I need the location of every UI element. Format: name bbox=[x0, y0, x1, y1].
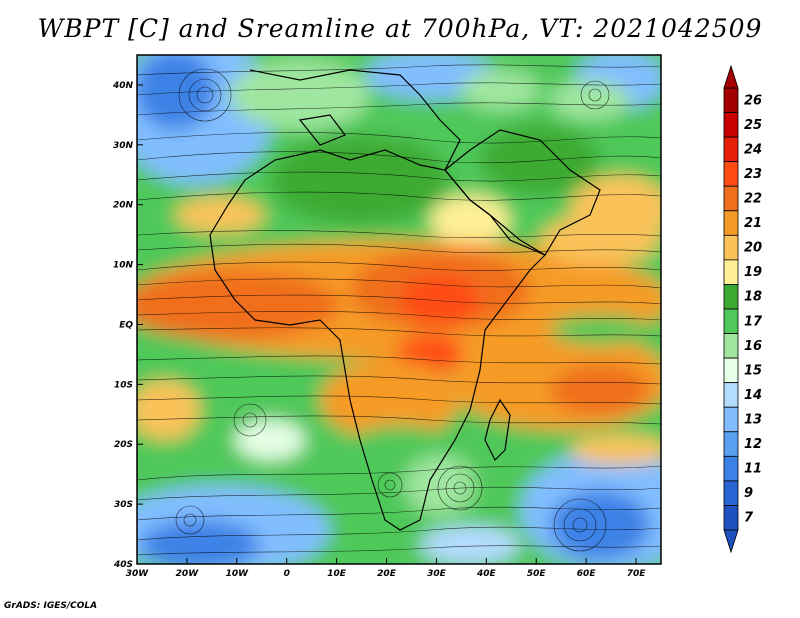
colorbar-swatch bbox=[723, 185, 739, 212]
lon-tick-label: 30W bbox=[126, 569, 150, 579]
lon-tick-label: 20W bbox=[176, 569, 200, 579]
colorbar-label: 19 bbox=[744, 265, 762, 280]
colorbar-swatch bbox=[723, 161, 739, 187]
colorbar-label: 7 bbox=[744, 511, 754, 526]
colorbar-swatch bbox=[723, 480, 739, 506]
colorbar-label: 16 bbox=[744, 339, 762, 354]
colorbar-label: 26 bbox=[744, 93, 762, 108]
lat-tick-label: 30N bbox=[113, 141, 134, 151]
coastlines bbox=[209, 69, 601, 531]
colorbar-label: 17 bbox=[744, 314, 763, 329]
latitude-axis: 40N 30N 20N 10N EQ 10S 20S 30S 40S bbox=[112, 81, 143, 570]
colorbar-label: 23 bbox=[744, 167, 762, 182]
colorbar-swatch bbox=[723, 112, 739, 138]
colorbar-label: 14 bbox=[744, 388, 762, 403]
lon-tick-label: 30E bbox=[427, 569, 447, 579]
colorbar-label: 12 bbox=[744, 437, 762, 452]
colorbar-label: 21 bbox=[744, 216, 762, 231]
colorbar: 26 25 24 23 22 21 20 19 18 17 16 15 14 13 12 11 9 7 bbox=[723, 64, 763, 554]
colorbar-swatch bbox=[723, 87, 739, 113]
lon-tick-label: 0 bbox=[284, 569, 290, 579]
lon-tick-label: 70E bbox=[627, 569, 647, 579]
colorbar-swatch bbox=[723, 259, 739, 285]
lon-tick-label: 20E bbox=[377, 569, 397, 579]
colorbar-label: 18 bbox=[744, 290, 762, 305]
colorbar-top-arrow bbox=[723, 64, 739, 89]
lat-tick-label: 40N bbox=[112, 81, 134, 91]
colorbar-swatch bbox=[723, 455, 739, 482]
lat-tick-label: 30S bbox=[114, 500, 133, 510]
lon-tick-label: 40E bbox=[476, 569, 497, 579]
page-title: WBPT [C] and Sreamline at 700hPa, VT: 20… bbox=[37, 14, 763, 43]
lat-tick-label: 10S bbox=[114, 380, 133, 390]
colorbar-swatch bbox=[723, 406, 739, 433]
colorbar-swatch bbox=[723, 431, 739, 457]
lon-tick-label: 60E bbox=[577, 569, 597, 579]
colorbar-swatch bbox=[723, 234, 739, 261]
map-frame bbox=[136, 54, 662, 565]
colorbar-label: 13 bbox=[744, 413, 762, 428]
colorbar-swatch bbox=[723, 284, 739, 310]
lat-tick-label: 20N bbox=[113, 201, 134, 211]
colorbar-label: 20 bbox=[744, 241, 762, 256]
longitude-axis: 30W 20W 10W 0 10E 20E 30E 40E 50E 60E 70E bbox=[126, 558, 646, 579]
lon-tick-label: 10E bbox=[327, 569, 347, 579]
credit-text: GrADS: IGES/COLA bbox=[4, 601, 98, 611]
colorbar-bottom-arrow bbox=[723, 529, 739, 554]
lat-tick-label: 10N bbox=[113, 261, 134, 271]
colorbar-swatch bbox=[723, 333, 739, 359]
colorbar-swatch bbox=[723, 210, 739, 236]
colorbar-label: 11 bbox=[744, 462, 762, 477]
streamlines bbox=[137, 64, 661, 556]
colorbar-swatch bbox=[723, 505, 739, 531]
colorbar-label: 25 bbox=[744, 118, 762, 133]
wbpt-shading bbox=[137, 55, 661, 564]
colorbar-label: 22 bbox=[744, 192, 762, 207]
colorbar-label: 9 bbox=[744, 486, 753, 501]
colorbar-swatch bbox=[723, 357, 739, 384]
colorbar-swatch bbox=[723, 308, 739, 334]
lat-tick-label: 40S bbox=[113, 560, 133, 570]
colorbar-swatch bbox=[723, 382, 739, 408]
lat-tick-label: 20S bbox=[114, 440, 133, 450]
map-panel[interactable] bbox=[110, 35, 700, 580]
colorbar-label: 15 bbox=[744, 363, 762, 378]
colorbar-swatch bbox=[723, 136, 739, 163]
lon-tick-label: 50E bbox=[527, 569, 547, 579]
colorbar-label: 24 bbox=[744, 142, 762, 157]
lon-tick-label: 10W bbox=[226, 569, 250, 579]
lat-tick-label: EQ bbox=[119, 320, 133, 330]
